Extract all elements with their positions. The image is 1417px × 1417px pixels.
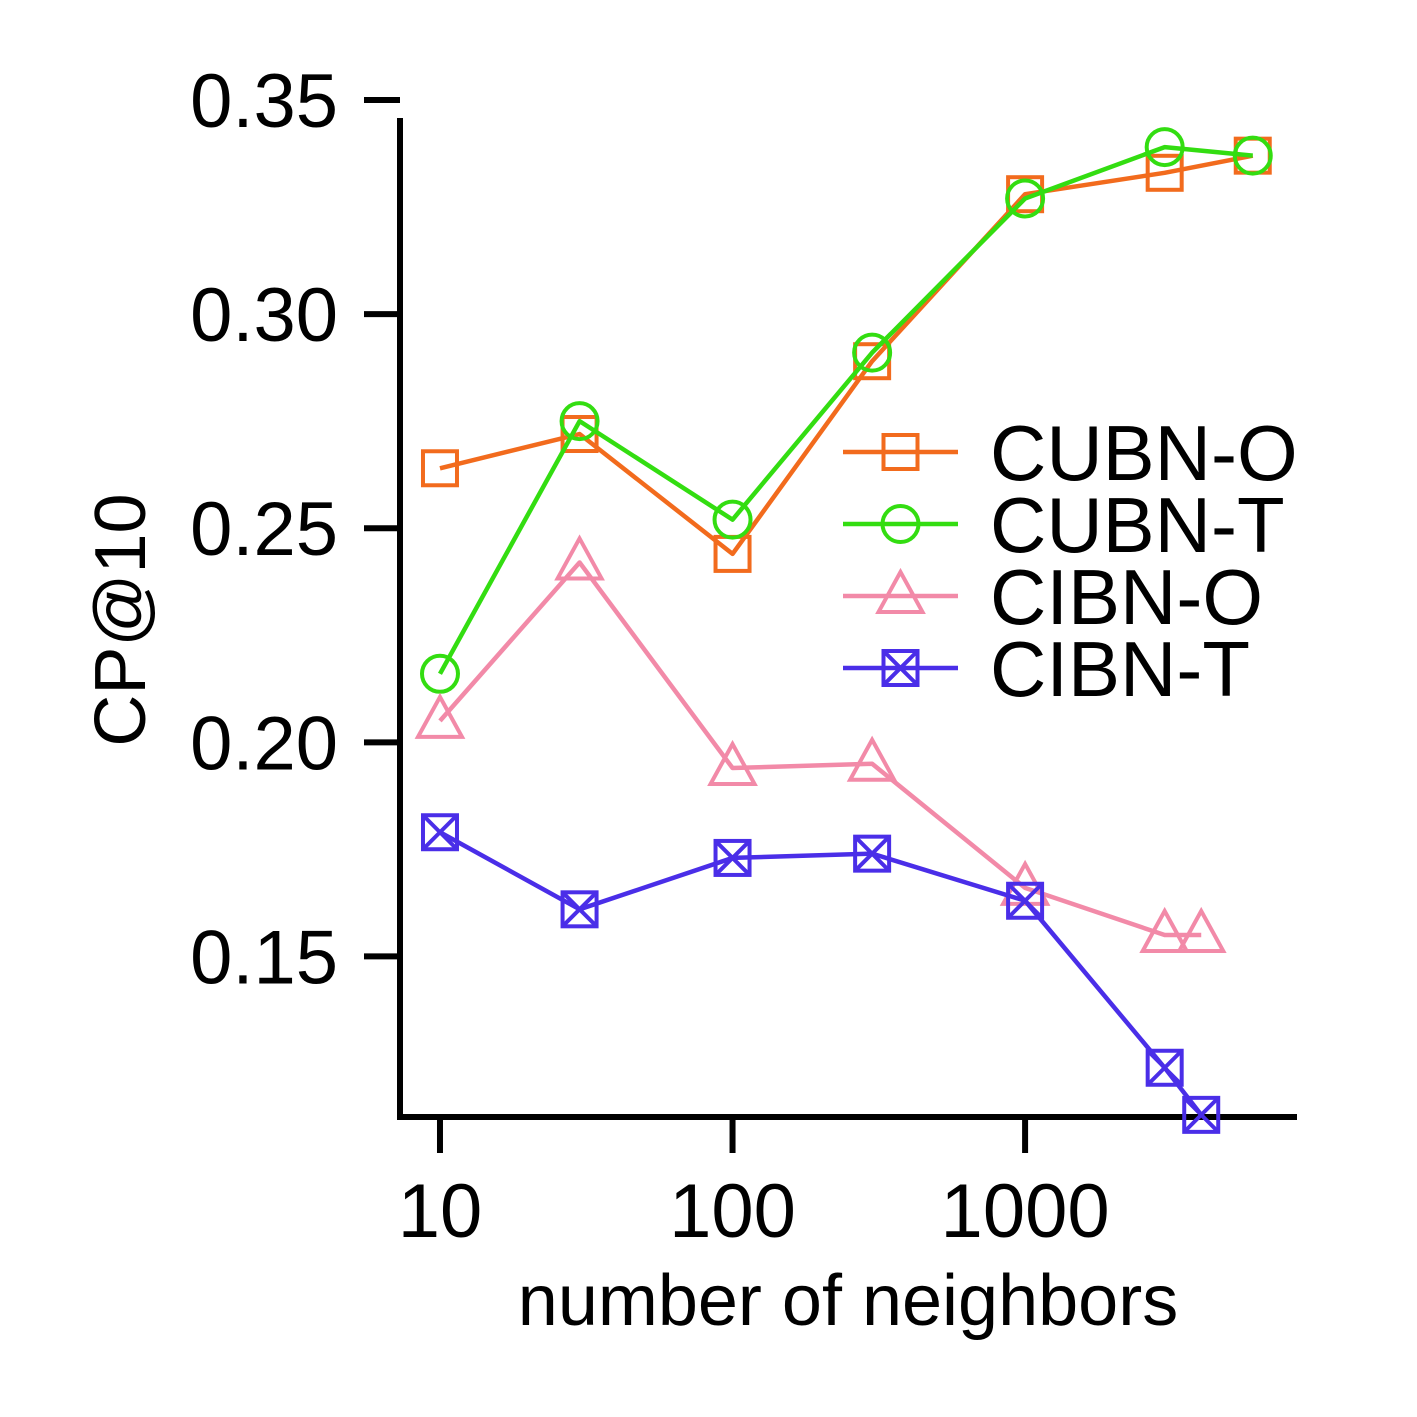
legend-label: CUBN-T — [990, 481, 1285, 569]
data-point-cross — [1146, 1049, 1184, 1087]
data-point — [414, 692, 466, 739]
y-tick-label: 0.20 — [190, 701, 338, 786]
data-point-cross — [853, 835, 891, 873]
legend-marker-cross — [882, 649, 919, 687]
data-point — [419, 653, 460, 694]
x-tick-label: 10 — [398, 1169, 483, 1254]
data-point — [1139, 906, 1191, 954]
data-point-cross — [1006, 882, 1044, 920]
data-point — [846, 735, 898, 782]
data-point — [1006, 881, 1045, 920]
data-point-box — [560, 890, 599, 929]
data-point — [1005, 178, 1046, 219]
data-point-box — [1182, 1095, 1221, 1134]
legend-item-cibn-t: CIBN-T — [843, 625, 1250, 713]
legend-label: CIBN-T — [990, 625, 1250, 713]
legend-item-cubn-o: CUBN-O — [843, 409, 1298, 497]
data-point — [712, 499, 753, 540]
legend-item-cubn-t: CUBN-T — [843, 481, 1285, 569]
data-point — [1145, 153, 1184, 192]
x-tick-label: 100 — [669, 1169, 796, 1254]
data-point-cross — [421, 813, 459, 851]
series-cibn-t — [420, 813, 1221, 1134]
data-point — [420, 813, 459, 852]
legend-marker-box — [881, 649, 920, 687]
axes: 0.15 0.20 0.25 0.30 0.35 10 100 1000 — [190, 59, 1297, 1254]
legend-label: CUBN-O — [990, 409, 1298, 497]
data-point — [1182, 1095, 1221, 1134]
series-line-cubn-o — [439, 153, 1254, 557]
y-tick-label: 0.25 — [190, 487, 338, 572]
x-axis-title: number of neighbors — [518, 1261, 1178, 1341]
legend-marker — [880, 504, 921, 544]
data-point-cross — [1182, 1096, 1220, 1134]
data-point — [420, 449, 459, 488]
data-point — [559, 401, 600, 442]
series-cubn-t — [419, 127, 1273, 694]
y-tick-label: 0.30 — [190, 273, 338, 358]
data-point-box — [420, 813, 459, 852]
data-point — [1145, 1048, 1184, 1087]
legend-marker — [881, 433, 920, 471]
data-point-box — [853, 834, 892, 873]
data-point — [554, 534, 605, 581]
series-line-cubn-t — [438, 144, 1253, 675]
data-point — [560, 890, 599, 929]
data-point — [1144, 127, 1185, 168]
y-tick-label: 0.35 — [190, 59, 338, 144]
legend-marker — [875, 567, 926, 614]
x-tick-label: 1000 — [941, 1169, 1110, 1254]
data-point — [1175, 906, 1227, 954]
data-point-box — [713, 838, 752, 877]
legend-item-cibn-o: CIBN-O — [843, 553, 1263, 641]
data-point-cross — [714, 839, 751, 877]
data-point — [1232, 135, 1273, 176]
legend-marker — [881, 649, 920, 687]
y-axis-title: CP@10 — [81, 493, 161, 746]
series-line-cibn-t — [438, 830, 1204, 1117]
data-point — [852, 332, 893, 373]
data-point-box — [1006, 881, 1045, 920]
data-point — [853, 834, 892, 873]
series-layer — [414, 127, 1273, 1134]
data-point-cross — [561, 890, 598, 928]
data-point-box — [1145, 1048, 1184, 1087]
data-point — [713, 838, 752, 877]
y-tick-label: 0.15 — [190, 915, 338, 1000]
series-line-cibn-o — [438, 560, 1202, 938]
legend-label: CIBN-O — [990, 553, 1263, 641]
data-point — [707, 739, 758, 787]
